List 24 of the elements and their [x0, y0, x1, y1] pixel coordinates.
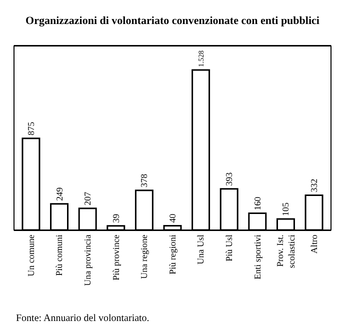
x-tick-label: Un comune: [26, 234, 36, 276]
x-tick-label: Più Usl: [224, 234, 234, 262]
data-label: 1.528: [196, 50, 206, 67]
x-tick-label: Enti sportivi: [252, 234, 262, 280]
chart-title: Organizzazioni di volontariato convenzionate con enti pubblici: [26, 15, 320, 28]
source-note: Fonte: Annuario del volontariato.: [16, 313, 150, 324]
data-label: 207: [82, 191, 93, 206]
data-label: 39: [110, 213, 121, 223]
data-label: 160: [252, 196, 262, 210]
x-tick-label: Una Usl: [196, 234, 206, 264]
x-tick-label: Prov. Ist. scolastici: [274, 234, 296, 268]
x-tick-label: Una provincia: [82, 234, 93, 286]
data-label: 875: [26, 121, 36, 136]
data-label: 378: [139, 173, 150, 188]
x-tick-label: Una regione: [139, 234, 150, 279]
data-label: 105: [280, 202, 291, 216]
x-tick-label: Più province: [110, 234, 121, 280]
x-tick-label: Più regioni: [167, 234, 178, 274]
x-tick-label: Altro: [308, 234, 319, 254]
data-label: 40: [168, 213, 178, 223]
data-label: 249: [54, 186, 64, 201]
data-label: 332: [309, 178, 320, 192]
x-tick-label: Più comuni: [54, 234, 64, 276]
data-label: 393: [224, 172, 234, 186]
